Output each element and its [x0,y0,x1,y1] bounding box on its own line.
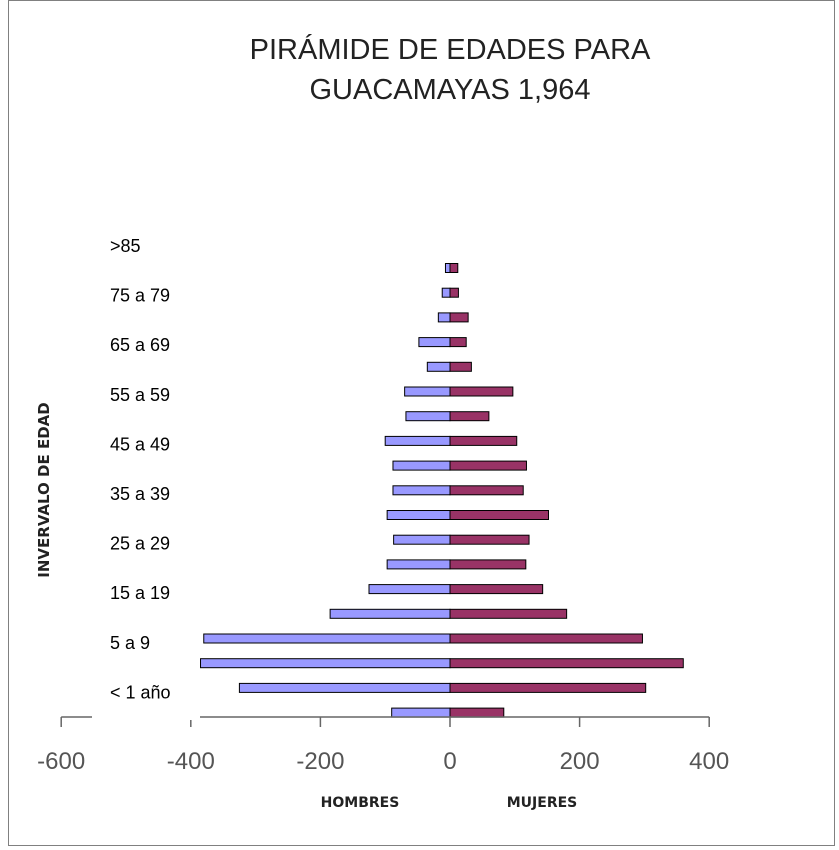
bar-hombres-14 [329,608,451,619]
bar-mujeres-6 [449,411,490,422]
bar-hombres-10 [386,510,451,520]
x-tick-label-2: -200 [296,748,344,775]
bar-mujeres-0 [449,263,459,273]
x-axis-label-hombres: HOMBRES [321,795,400,811]
bar-mujeres-12 [449,559,527,570]
category-label-3: 55 a 59 [110,385,170,405]
category-label-5: 35 a 39 [110,484,170,504]
bar-mujeres-5 [449,386,514,397]
category-label-4: 45 a 49 [110,434,170,454]
bar-hombres-9 [392,485,451,496]
x-tick-label-4: 200 [560,748,600,775]
bar-mujeres-9 [449,485,524,496]
bar-mujeres-14 [449,608,568,619]
bar-hombres-4 [426,361,451,372]
bar-mujeres-7 [449,435,518,446]
x-tick-label-1: -400 [167,748,215,775]
bar-hombres-16 [200,658,451,669]
bar-mujeres-3 [449,337,467,348]
bar-hombres-0 [444,263,451,273]
category-label-0: >85 [110,236,141,256]
bar-hombres-11 [393,534,451,545]
bar-mujeres-18 [449,707,505,718]
bar-hombres-8 [392,460,451,471]
x-tick-label-0: -600 [37,748,85,775]
chart-title-line-2: GUACAMAYAS 1,964 [309,74,591,106]
bar-mujeres-4 [449,361,472,372]
bar-mujeres-17 [449,682,647,693]
bar-mujeres-13 [449,584,544,595]
bar-hombres-7 [384,435,451,446]
bar-hombres-5 [404,386,451,397]
bar-hombres-2 [437,312,451,323]
category-label-6: 25 a 29 [110,534,170,554]
bar-hombres-13 [368,584,451,595]
x-axis-label-mujeres: MUJERES [507,795,578,811]
chart-title-line-1: PIRÁMIDE DE EDADES PARA [249,34,651,66]
bar-mujeres-11 [449,534,530,545]
chart-title: PIRÁMIDE DE EDADES PARA GUACAMAYAS 1,964 [150,30,750,110]
bar-hombres-18 [391,707,451,718]
bar-hombres-17 [238,682,451,693]
bar-mujeres-1 [449,287,459,298]
category-label-9: < 1 año [110,682,171,702]
bar-hombres-6 [405,411,451,422]
category-label-8: 5 a 9 [110,633,150,653]
x-tick-label-5: 400 [689,748,729,775]
bar-mujeres-2 [449,312,469,323]
bars-group [200,263,684,718]
x-tick-label-3: 0 [443,748,456,775]
bar-hombres-3 [418,337,451,348]
bar-mujeres-16 [449,658,684,669]
bar-hombres-1 [441,287,451,298]
category-label-7: 15 a 19 [110,583,170,603]
bar-mujeres-10 [449,510,549,520]
category-labels: >85 75 a 79 65 a 69 55 a 59 45 a 49 35 a 39 25… [92,228,200,720]
bar-mujeres-8 [449,460,527,471]
category-label-panel [92,228,200,720]
bar-hombres-12 [386,559,451,570]
bar-hombres-15 [203,633,451,644]
x-axis: -600 -400 -200 0 200 400 [37,716,729,775]
bar-mujeres-15 [449,633,643,644]
category-label-1: 75 a 79 [110,286,170,306]
category-label-2: 65 a 69 [110,335,170,355]
